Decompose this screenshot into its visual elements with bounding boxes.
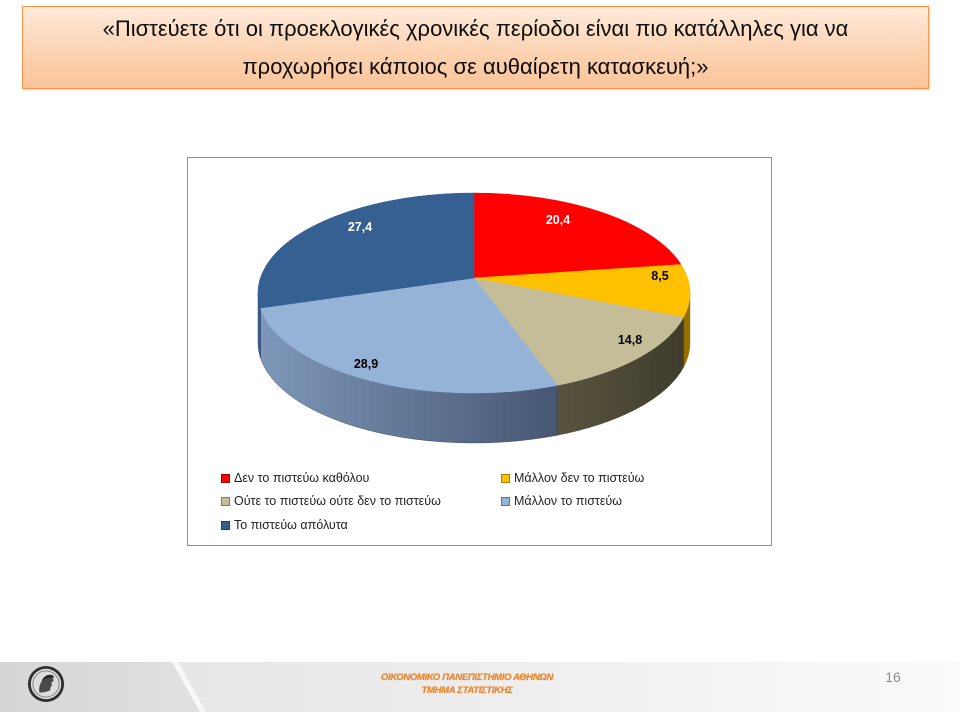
university-seal-icon bbox=[27, 665, 65, 703]
slide-title-line: προχωρήσει κάποιος σε αυθαίρετη κατασκευ… bbox=[242, 54, 709, 79]
legend-label: Μάλλον δεν το πιστεύω bbox=[514, 471, 645, 485]
pie-slice bbox=[257, 192, 475, 309]
page-number: 16 bbox=[885, 669, 901, 685]
legend-item: Μάλλον δεν το πιστεύω bbox=[501, 470, 644, 486]
pie-slice bbox=[473, 264, 691, 318]
pie-data-label: 20,4 bbox=[546, 213, 570, 227]
pie-slices bbox=[257, 192, 691, 394]
pie-slice bbox=[473, 192, 682, 279]
legend-item: Το πιστεύω απόλυτα bbox=[221, 517, 348, 533]
legend-marker bbox=[221, 473, 230, 483]
legend-item: Μάλλον το πιστεύω bbox=[501, 493, 622, 509]
legend-marker bbox=[501, 473, 510, 483]
pie-data-labels: 20,4 8,5 14,8 28,9 27,4 bbox=[348, 213, 669, 371]
legend-label: Ούτε το πιστεύω ούτε δεν το πιστεύω bbox=[234, 494, 441, 508]
pie-slice bbox=[260, 277, 558, 394]
footer-department-name: ΤΜΗΜΑ ΣΤΑΤΙΣΤΙΚΗΣ bbox=[421, 685, 513, 696]
legend-marker bbox=[221, 520, 230, 530]
pie-data-label: 28,9 bbox=[354, 357, 378, 371]
legend-marker bbox=[501, 496, 510, 506]
footer-institution: ΟΙΚΟΝΟΜΙΚΟ ΠΑΝΕΠΙΣΤΗΜΙΟ ΑΘΗΝΩΝ ΤΜΗΜΑ ΣΤΑ… bbox=[357, 671, 577, 697]
legend-item: Ούτε το πιστεύω ούτε δεν το πιστεύω bbox=[221, 493, 441, 509]
pie-chart: 20,4 8,5 14,8 28,9 27,4 bbox=[257, 192, 691, 444]
legend-item: Δεν το πιστεύω καθόλου bbox=[221, 470, 369, 486]
legend-label: Το πιστεύω απόλυτα bbox=[234, 518, 348, 532]
legend-label: Δεν το πιστεύω καθόλου bbox=[234, 471, 370, 485]
legend-label: Μάλλον το πιστεύω bbox=[514, 494, 623, 508]
slide-title: «Πιστεύετε ότι οι προεκλογικές χρονικές … bbox=[22, 6, 929, 89]
pie-data-label: 8,5 bbox=[651, 269, 668, 283]
slide-title-line: «Πιστεύετε ότι οι προεκλογικές χρονικές … bbox=[102, 16, 849, 41]
pie-data-label: 14,8 bbox=[618, 333, 642, 347]
pie-sides bbox=[257, 292, 691, 444]
pie-data-label: 27,4 bbox=[348, 220, 372, 234]
chart-area: 20,4 8,5 14,8 28,9 27,4 Δεν το πιστεύω καθόλ… bbox=[187, 157, 772, 546]
footer-university-name: ΟΙΚΟΝΟΜΙΚΟ ΠΑΝΕΠΙΣΤΗΜΙΟ ΑΘΗΝΩΝ bbox=[380, 672, 554, 683]
pie-slice bbox=[473, 277, 685, 386]
legend-marker bbox=[221, 496, 230, 506]
